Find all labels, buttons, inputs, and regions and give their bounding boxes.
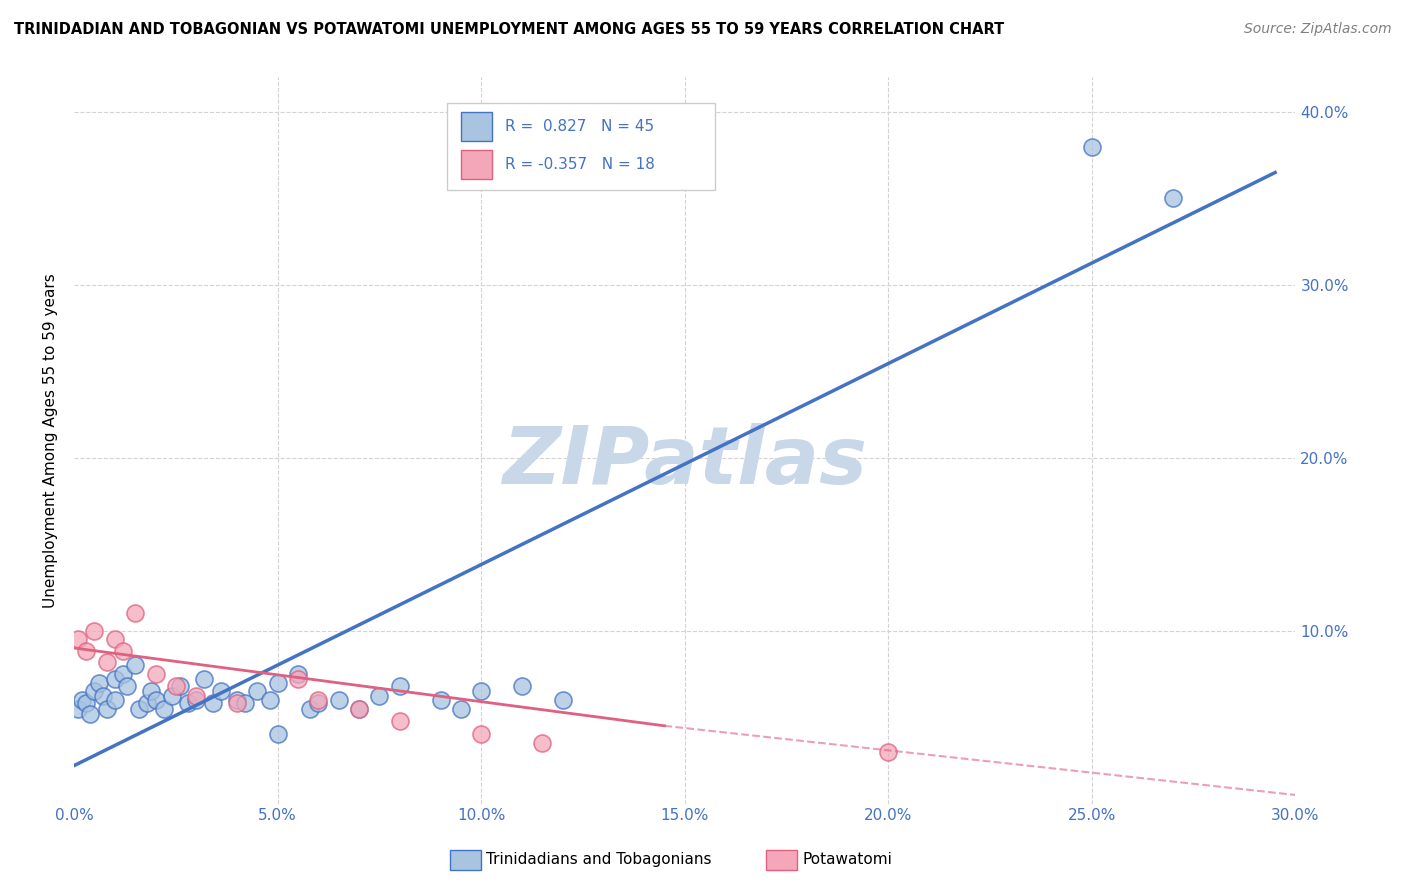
Point — [209, 684, 232, 698]
Point — [96, 701, 118, 715]
Point — [510, 679, 533, 693]
Point — [246, 684, 269, 698]
Point — [368, 690, 391, 704]
Bar — [461, 112, 492, 141]
Text: R = -0.357   N = 18: R = -0.357 N = 18 — [505, 157, 655, 172]
Point — [145, 667, 167, 681]
Point — [186, 690, 208, 704]
Point — [1163, 191, 1185, 205]
Point — [83, 624, 105, 638]
Point — [201, 696, 224, 710]
Point — [169, 679, 191, 693]
Point — [67, 632, 90, 647]
Point — [259, 693, 281, 707]
Point — [429, 693, 451, 707]
Point — [287, 672, 309, 686]
Point — [83, 684, 105, 698]
Point — [470, 727, 492, 741]
Point — [470, 684, 492, 698]
Point — [226, 696, 249, 710]
Point — [177, 696, 200, 710]
Point — [145, 693, 167, 707]
Point — [165, 679, 187, 693]
Point — [152, 701, 174, 715]
Point — [299, 701, 322, 715]
Point — [388, 679, 411, 693]
Point — [531, 736, 554, 750]
Point — [877, 745, 900, 759]
Text: Trinidadians and Tobagonians: Trinidadians and Tobagonians — [486, 853, 711, 867]
Point — [91, 690, 114, 704]
Point — [226, 693, 249, 707]
Point — [104, 693, 127, 707]
Point — [307, 696, 329, 710]
Point — [307, 693, 329, 707]
Point — [111, 644, 134, 658]
Text: ZIPatlas: ZIPatlas — [502, 424, 868, 501]
Point — [115, 679, 138, 693]
Text: TRINIDADIAN AND TOBAGONIAN VS POTAWATOMI UNEMPLOYMENT AMONG AGES 55 TO 59 YEARS : TRINIDADIAN AND TOBAGONIAN VS POTAWATOMI… — [14, 22, 1004, 37]
Point — [136, 696, 159, 710]
Point — [124, 607, 146, 621]
Point — [67, 701, 90, 715]
Point — [186, 693, 208, 707]
Point — [160, 690, 183, 704]
Point — [96, 655, 118, 669]
Point — [450, 701, 472, 715]
Point — [287, 667, 309, 681]
Point — [328, 693, 350, 707]
Point — [347, 701, 370, 715]
Text: Potawatomi: Potawatomi — [803, 853, 893, 867]
Bar — [461, 150, 492, 179]
Point — [70, 693, 93, 707]
Text: Source: ZipAtlas.com: Source: ZipAtlas.com — [1244, 22, 1392, 37]
Point — [124, 658, 146, 673]
Point — [75, 696, 97, 710]
Point — [551, 693, 574, 707]
Point — [87, 675, 110, 690]
Point — [233, 696, 256, 710]
Point — [1081, 139, 1104, 153]
Point — [193, 672, 215, 686]
Point — [104, 632, 127, 647]
Point — [79, 706, 101, 721]
Bar — [447, 103, 716, 190]
Point — [75, 644, 97, 658]
Point — [266, 727, 288, 741]
Point — [141, 684, 163, 698]
Point — [347, 701, 370, 715]
Text: R =  0.827   N = 45: R = 0.827 N = 45 — [505, 120, 654, 135]
Point — [388, 714, 411, 728]
Point — [266, 675, 288, 690]
Y-axis label: Unemployment Among Ages 55 to 59 years: Unemployment Among Ages 55 to 59 years — [44, 273, 58, 608]
Point — [111, 667, 134, 681]
Point — [104, 672, 127, 686]
Point — [128, 701, 150, 715]
